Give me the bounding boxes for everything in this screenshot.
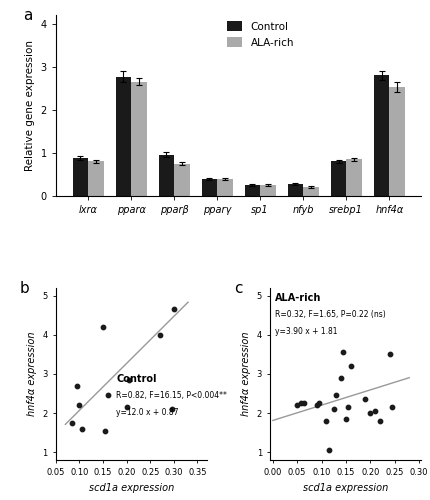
Text: Control: Control bbox=[116, 374, 157, 384]
Point bbox=[170, 306, 177, 314]
Point bbox=[342, 415, 349, 423]
Bar bbox=[288, 184, 303, 196]
Text: c: c bbox=[234, 281, 243, 296]
Text: b: b bbox=[20, 281, 29, 296]
Point bbox=[362, 396, 369, 404]
Point bbox=[298, 399, 304, 407]
Text: y=3.90 x + 1.81: y=3.90 x + 1.81 bbox=[275, 328, 338, 336]
Point bbox=[367, 409, 374, 417]
Point bbox=[301, 399, 308, 407]
Point bbox=[340, 348, 347, 356]
Text: a: a bbox=[23, 8, 32, 23]
Point bbox=[126, 376, 132, 384]
Bar bbox=[73, 158, 88, 196]
Point bbox=[338, 374, 344, 382]
Point bbox=[386, 350, 393, 358]
Point bbox=[316, 399, 322, 407]
Point bbox=[76, 401, 83, 409]
Bar bbox=[245, 185, 260, 196]
Point bbox=[69, 419, 76, 427]
Bar bbox=[260, 185, 276, 196]
Bar bbox=[202, 178, 217, 196]
Point bbox=[326, 446, 332, 454]
Point bbox=[100, 323, 107, 331]
Point bbox=[156, 330, 163, 338]
Bar bbox=[88, 162, 104, 196]
X-axis label: scd1a expression: scd1a expression bbox=[303, 483, 389, 493]
Bar bbox=[303, 188, 319, 196]
Bar bbox=[346, 160, 362, 196]
Text: R=0.32, F=1.65, P=0.22 (ns): R=0.32, F=1.65, P=0.22 (ns) bbox=[275, 310, 386, 319]
Text: R=0.82, F=16.15, P<0.004**: R=0.82, F=16.15, P<0.004** bbox=[116, 391, 227, 400]
Y-axis label: Relative gene expression: Relative gene expression bbox=[25, 40, 35, 171]
Bar bbox=[131, 82, 147, 196]
Point bbox=[123, 403, 130, 411]
Point bbox=[372, 407, 378, 415]
X-axis label: scd1a expression: scd1a expression bbox=[89, 483, 174, 493]
Point bbox=[377, 417, 384, 425]
Point bbox=[345, 403, 352, 411]
Bar bbox=[159, 154, 174, 196]
Bar bbox=[116, 76, 131, 196]
Bar bbox=[174, 164, 190, 196]
Point bbox=[389, 403, 396, 411]
Bar bbox=[217, 178, 233, 196]
Point bbox=[78, 424, 85, 432]
Point bbox=[294, 401, 301, 409]
Text: ALA-rich: ALA-rich bbox=[275, 293, 321, 303]
Point bbox=[330, 405, 337, 413]
Y-axis label: hnf4α expression: hnf4α expression bbox=[241, 332, 251, 416]
Bar bbox=[389, 87, 405, 196]
Text: y=12.0 x + 0.87: y=12.0 x + 0.87 bbox=[116, 408, 179, 418]
Point bbox=[313, 401, 320, 409]
Y-axis label: hnf4α expression: hnf4α expression bbox=[27, 332, 37, 416]
Point bbox=[168, 405, 175, 413]
Bar bbox=[331, 162, 346, 196]
Legend: Control, ALA-rich: Control, ALA-rich bbox=[223, 16, 298, 52]
Bar bbox=[374, 76, 389, 196]
Point bbox=[102, 426, 109, 434]
Point bbox=[74, 382, 80, 390]
Point bbox=[104, 392, 111, 400]
Point bbox=[323, 417, 330, 425]
Point bbox=[333, 392, 340, 400]
Point bbox=[347, 362, 354, 370]
